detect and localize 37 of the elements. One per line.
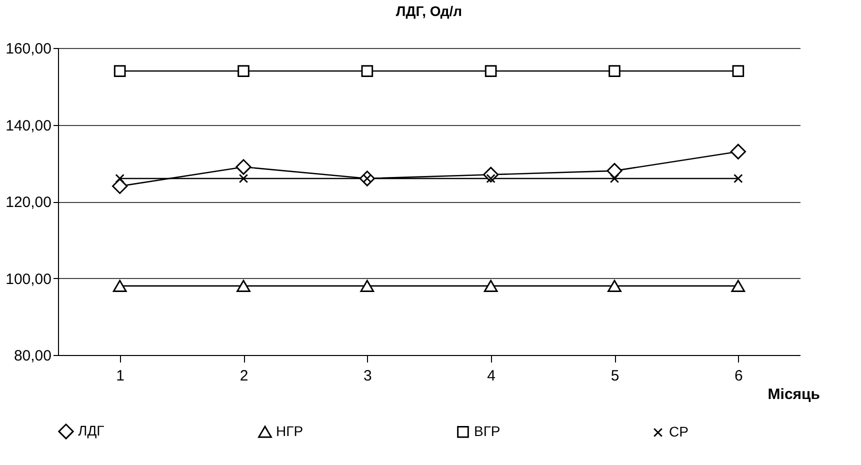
point [112,280,127,292]
point [361,65,374,77]
point [734,174,743,184]
point [608,65,620,77]
point [114,65,126,77]
legend-label: НГР [276,422,304,439]
point [236,159,252,175]
point [484,280,498,292]
point [732,65,744,77]
point [730,144,746,160]
x-tick-label: 2 [240,368,248,384]
point [608,280,622,292]
y-tick-label: 160,00 [6,40,52,58]
x-tick-label: 1 [116,368,125,384]
x-tick-label: 4 [487,368,496,384]
point [360,280,374,292]
point [610,174,620,184]
point [112,178,128,194]
point [731,280,746,292]
chart-title: ЛДГ, Од/л [396,3,462,19]
y-tick-label: 140,00 [6,117,52,134]
legend-label: СР [669,424,688,440]
y-tick-label: 100,00 [6,270,52,288]
point [236,280,250,292]
x-tick-label: 5 [610,368,620,384]
point [115,174,124,184]
x-tick-label: 6 [734,368,743,384]
point [238,65,250,77]
point [238,174,248,184]
y-tick-label: 80,00 [14,348,52,364]
x-tick-label: 3 [363,368,372,384]
point [484,65,497,77]
legend-label: ЛДГ [78,422,105,438]
y-tick-label: 120,00 [6,194,52,211]
point [606,162,622,179]
x-axis-title: Місяць [768,386,820,403]
legend-label: ВГР [474,422,500,439]
